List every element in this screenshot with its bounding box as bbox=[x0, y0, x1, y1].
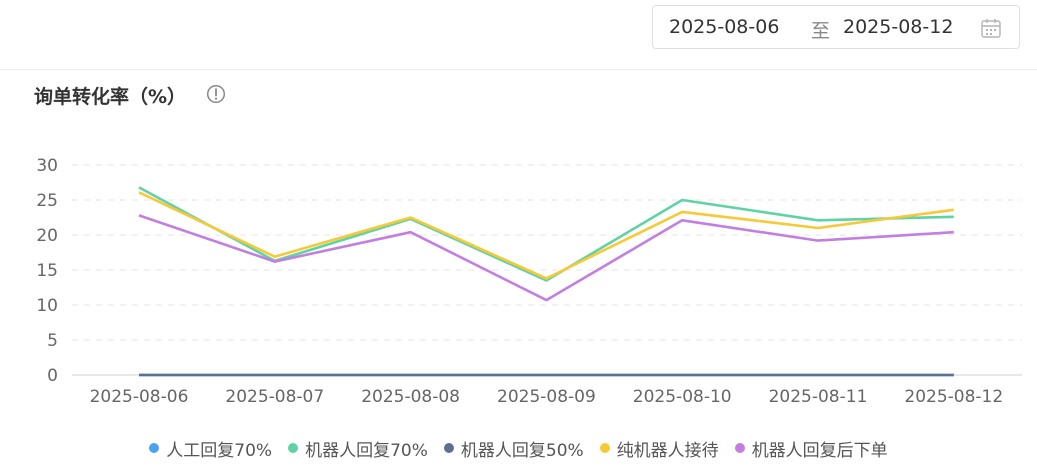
x-tick-label: 2025-08-11 bbox=[769, 387, 868, 407]
x-tick-label: 2025-08-07 bbox=[225, 387, 324, 407]
legend-item[interactable]: 机器人回复50% bbox=[443, 436, 584, 461]
x-tick-label: 2025-08-09 bbox=[497, 387, 596, 407]
y-tick-label: 5 bbox=[47, 331, 58, 351]
legend-item[interactable]: 纯机器人接待 bbox=[599, 436, 719, 461]
legend-dot bbox=[443, 443, 454, 453]
y-tick-label: 30 bbox=[36, 156, 58, 176]
legend-label: 纯机器人接待 bbox=[616, 440, 719, 461]
x-tick-label: 2025-08-12 bbox=[904, 387, 1003, 407]
start-date[interactable]: 2025-08-06 bbox=[669, 16, 780, 38]
series-line bbox=[138, 214, 954, 302]
x-tick-label: 2025-08-08 bbox=[361, 387, 460, 407]
info-icon[interactable] bbox=[206, 84, 226, 104]
legend-label: 人工回复70% bbox=[166, 440, 273, 461]
y-tick-label: 25 bbox=[36, 191, 58, 211]
calendar-icon[interactable] bbox=[980, 17, 1002, 39]
x-tick-label: 2025-08-10 bbox=[633, 387, 732, 407]
y-tick-label: 20 bbox=[36, 226, 58, 246]
legend-label: 机器人回复后下单 bbox=[751, 440, 888, 461]
series-line bbox=[138, 186, 954, 282]
legend-dot bbox=[734, 443, 745, 453]
y-tick-label: 15 bbox=[36, 261, 58, 281]
y-tick-label: 10 bbox=[36, 296, 58, 316]
legend-item[interactable]: 机器人回复后下单 bbox=[734, 436, 888, 461]
legend-label: 机器人回复50% bbox=[460, 440, 584, 461]
series-line bbox=[138, 191, 954, 280]
legend-dot bbox=[599, 443, 610, 453]
y-tick-label: 0 bbox=[47, 366, 58, 386]
date-range-separator: 至 bbox=[811, 20, 831, 42]
legend-dot bbox=[149, 443, 160, 453]
line-chart: 0 5 10 15 20 25 30 2025-08-06 2025-08-07 2025-08-… bbox=[36, 156, 1022, 407]
date-range-picker[interactable]: 2025-08-06 至 2025-08-12 bbox=[652, 5, 1020, 49]
legend-item[interactable]: 人工回复70% bbox=[149, 436, 272, 461]
chart-title: 询单转化率（%） bbox=[34, 86, 187, 108]
legend-item[interactable]: 机器人回复70% bbox=[288, 436, 428, 461]
header-divider bbox=[0, 69, 1037, 70]
x-tick-label: 2025-08-06 bbox=[90, 387, 189, 407]
end-date[interactable]: 2025-08-12 bbox=[843, 16, 954, 38]
chart-legend: 人工回复70% 机器人回复70% 机器人回复50% 纯机器人接待 机器人回复后下单 bbox=[0, 435, 1037, 461]
legend-label: 机器人回复70% bbox=[305, 440, 428, 461]
legend-dot bbox=[288, 443, 299, 453]
